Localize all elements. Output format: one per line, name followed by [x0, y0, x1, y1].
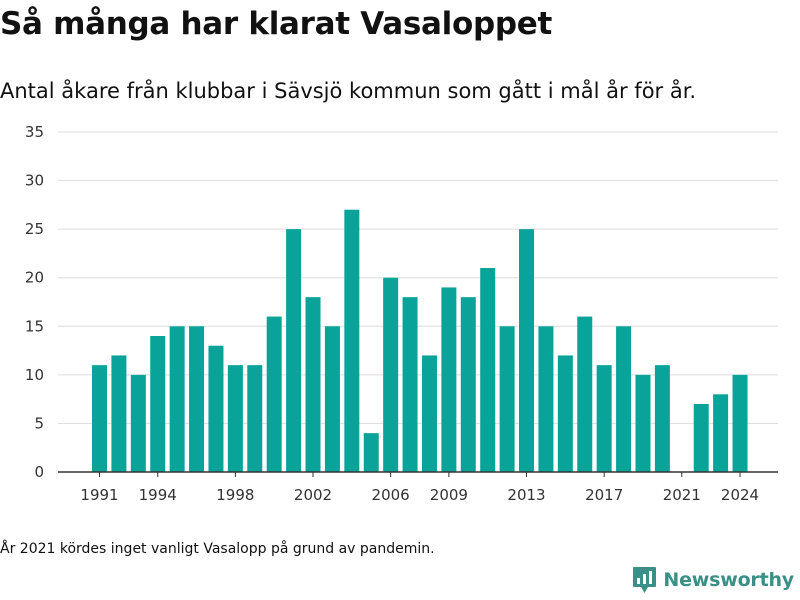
bar-2003: [324, 326, 340, 472]
bar-2008: [421, 355, 437, 472]
bar-2010: [460, 297, 476, 472]
bar-1997: [208, 345, 224, 472]
bar-2002: [305, 297, 321, 472]
bar-1995: [169, 326, 185, 472]
x-tick-label: 1991: [80, 486, 118, 504]
gridlines: [58, 131, 778, 424]
x-tick-label: 2009: [430, 486, 468, 504]
footnote: År 2021 kördes inget vanligt Vasalopp på…: [0, 541, 435, 557]
y-axis-tick-labels: 0 5 10 15 20 25 30 35: [25, 123, 44, 481]
x-tick-label: 2017: [585, 486, 623, 504]
chart-title: Så många har klarat Vasaloppet: [0, 6, 553, 42]
bar-chart: 0 5 10 15 20 25 30 35 1991 1994 1998 2002 2006 2009 2…: [25, 123, 778, 504]
x-tick-label: 1998: [216, 486, 254, 504]
bar-2015: [557, 355, 573, 472]
bar-1998: [227, 365, 243, 472]
bar-2022: [693, 404, 709, 472]
bar-2017: [596, 365, 612, 472]
bar-1992: [111, 355, 127, 472]
y-tick-label: 0: [34, 463, 44, 481]
bar-2006: [383, 277, 399, 472]
y-tick-label: 20: [25, 269, 44, 287]
bar-2023: [713, 394, 729, 472]
bar-1991: [92, 365, 107, 472]
bar-2000: [266, 316, 282, 472]
x-tick-label: 2013: [507, 486, 545, 504]
x-tick-label: 1994: [139, 486, 177, 504]
bar-2019: [635, 374, 651, 472]
bar-2007: [402, 297, 418, 472]
x-axis: 1991 1994 1998 2002 2006 2009 2013 2017 2021 2024: [58, 471, 778, 504]
bar-2011: [480, 268, 496, 472]
y-tick-label: 25: [25, 220, 44, 238]
bar-2004: [344, 209, 360, 472]
bar-1993: [130, 374, 146, 472]
bar-1996: [189, 326, 205, 472]
x-tick-label: 2006: [372, 486, 410, 504]
bar-2009: [441, 287, 457, 472]
bar-2014: [538, 326, 554, 472]
bar-2016: [577, 316, 593, 472]
y-tick-label: 30: [25, 172, 44, 190]
newsworthy-logo-icon: [633, 567, 657, 593]
bar-1994: [150, 336, 166, 472]
chart-subtitle: Antal åkare från klubbar i Sävsjö kommun…: [0, 79, 697, 103]
bar-2005: [363, 433, 379, 472]
x-tick-label: 2024: [721, 486, 759, 504]
bar-2018: [616, 326, 632, 472]
y-tick-label: 35: [25, 123, 44, 141]
x-tick-label: 2021: [663, 486, 701, 504]
bar-2024: [732, 374, 748, 472]
bar-2020: [654, 365, 670, 472]
bar-2012: [499, 326, 515, 472]
bars: [92, 209, 748, 472]
x-tick-label: 2002: [294, 486, 332, 504]
brand-name: Newsworthy: [663, 569, 794, 591]
y-tick-label: 15: [25, 317, 44, 335]
bar-2013: [519, 229, 535, 472]
bar-2001: [286, 229, 302, 472]
y-tick-label: 10: [25, 366, 44, 384]
newsworthy-brand: Newsworthy: [632, 566, 794, 594]
bar-1999: [247, 365, 263, 472]
y-tick-label: 5: [34, 414, 44, 432]
